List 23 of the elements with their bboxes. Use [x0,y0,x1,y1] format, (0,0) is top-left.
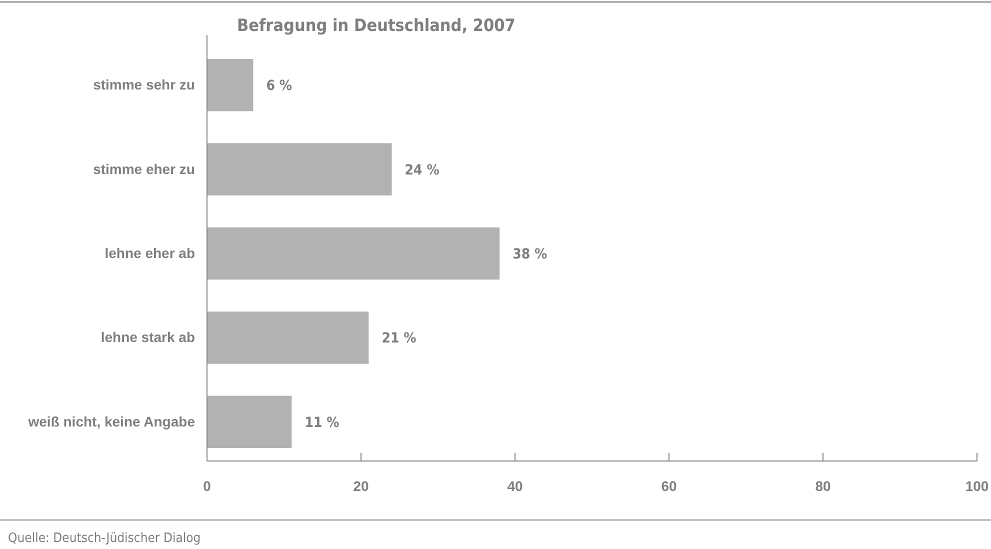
x-tick-label: 80 [815,478,831,494]
x-tick-label: 0 [203,478,212,494]
bar [207,312,369,364]
x-tick-label: 20 [353,478,369,494]
y-tick-label: stimme sehr zu [93,76,195,93]
source-note: Quelle: Deutsch-Jüdischer Dialog [8,531,201,546]
x-tick-label: 100 [965,478,989,494]
data-label: 6 % [266,78,292,94]
bar [207,59,254,112]
y-tick-label: weiß nicht, keine Angabe [27,413,196,430]
y-tick-label: lehne eher ab [104,244,195,261]
data-label: 21 % [382,330,417,347]
bar [207,143,392,196]
data-label: 11 % [304,414,340,431]
bar [207,396,292,448]
y-tick-label: stimme eher zu [93,160,195,177]
bar [207,227,500,280]
x-tick-label: 60 [661,478,677,494]
data-label: 38 % [512,246,548,262]
y-tick-label: lehne stark ab [100,329,195,346]
data-label: 24 % [404,162,440,178]
x-tick-label: 40 [507,478,523,494]
chart-title: Befragung in Deutschland, 2007 [237,16,516,36]
